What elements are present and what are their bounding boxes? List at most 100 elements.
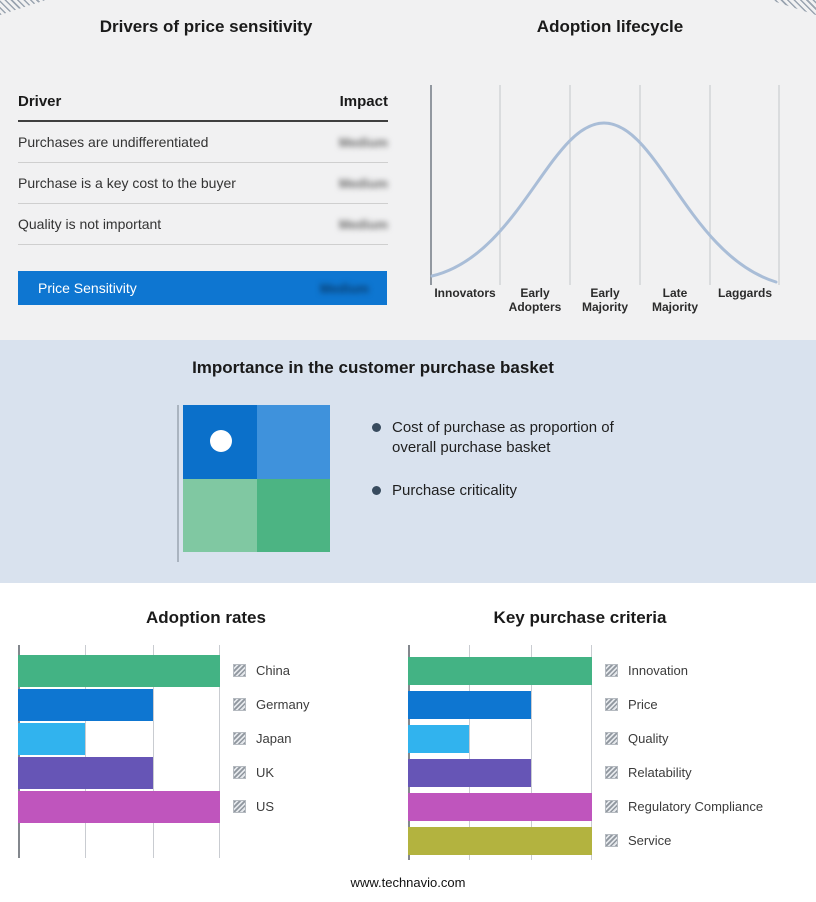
legend-item-price: Price [605,687,763,721]
basket-panel-title: Importance in the customer purchase bask… [192,358,554,377]
legend-swatch-icon [605,833,618,847]
quadrant-cell-bottom-right [256,478,330,552]
bar-uk [18,757,153,789]
stage-label-early-majority: Early Majority [581,286,628,314]
bar-price [408,691,531,719]
bar-row-us [18,790,220,824]
bullet-text: Purchase criticality [392,482,518,499]
bullet-text: Cost of purchase as proportion of overal… [392,419,614,456]
legend-label: Japan [256,730,292,746]
legend-label: Price [628,696,658,712]
gridline [218,645,220,858]
bullet-item: Cost of purchase as proportion of overal… [372,418,630,457]
bar-row-china [18,654,220,688]
adoption-lifecycle-chart: Innovators Early Adopters Early Majority La… [430,85,780,315]
bar-row-quality [408,722,592,756]
lifecycle-panel-title: Adoption lifecycle [536,17,684,36]
gridline [530,645,532,860]
legend-swatch-icon [605,765,618,779]
position-marker-dot [210,430,232,452]
driver-cell: Purchase is a key cost to the buyer [18,175,236,191]
legend-label: Relatability [628,764,692,780]
gridline [591,645,593,860]
drivers-table-header: Driver Impact [18,93,388,122]
bar-row-germany [18,688,220,722]
legend-swatch-icon [233,663,246,677]
legend-item-relatability: Relatability [605,755,763,789]
purchase-criteria-title: Key purchase criteria [493,608,667,627]
legend-item-us: US [233,789,309,823]
purchase-criteria-bars [408,645,592,858]
adoption-rates-title: Adoption rates [146,608,266,627]
price-sensitivity-summary-bar: Price Sensitivity Medium [18,271,387,305]
bar-innovation [408,657,592,685]
bar-service [408,827,592,855]
legend-label: Regulatory Compliance [628,798,764,814]
middle-band-background [0,340,816,583]
legend-item-quality: Quality [605,721,763,755]
driver-cell: Quality is not important [18,216,162,232]
bar-row-service [408,824,592,858]
legend-item-service: Service [605,823,763,857]
legend-swatch-icon [233,799,246,813]
stage-label-early-adopters: Early Adopters [508,286,562,314]
gridline [469,645,471,860]
legend-label: Quality [628,730,669,746]
bar-regulatory-compliance [408,793,592,821]
legend-item-china: China [233,653,309,687]
purchase-criteria-chart [408,645,593,860]
bar-germany [18,689,153,721]
bar-row-japan [18,722,220,756]
legend-swatch-icon [605,697,618,711]
purchase-basket-quadrant [183,405,330,552]
legend-label: UK [256,764,275,780]
table-row: Quality is not important Medium [18,204,388,245]
legend-item-germany: Germany [233,687,309,721]
legend-item-regulatory-compliance: Regulatory Compliance [605,789,763,823]
bar-us [18,791,220,823]
bar-row-regulatory-compliance [408,790,592,824]
legend-swatch-icon [233,765,246,779]
quadrant-cell-top-left [183,405,257,479]
legend-item-uk: UK [233,755,309,789]
bar-row-relatability [408,756,592,790]
legend-label: US [256,798,275,814]
quadrant-cell-bottom-left [183,478,257,552]
adoption-rates-bars [18,645,220,824]
price-sensitivity-impact-redacted: Medium [319,280,369,296]
legend-swatch-icon [605,799,618,813]
impact-cell-redacted: Medium [338,175,388,191]
legend-label: Innovation [628,662,688,678]
stage-label-innovators: Innovators [434,286,496,300]
legend-swatch-icon [605,663,618,677]
stage-label-late-majority: Late Majority [651,286,698,314]
stage-label-laggards: Laggards [717,286,772,300]
table-row: Purchases are undifferentiated Medium [18,122,388,163]
gridline [85,645,87,858]
gridline [152,645,154,858]
adoption-rates-chart [18,645,220,858]
legend-label: China [256,662,290,678]
bullet-item: Purchase criticality [372,481,630,501]
impact-cell-redacted: Medium [338,216,388,232]
legend-item-innovation: Innovation [605,653,763,687]
table-row: Purchase is a key cost to the buyer Medi… [18,163,388,204]
purchase-criteria-legend: Innovation Price Quality Relatability Regula… [605,653,763,857]
bar-relatability [408,759,531,787]
bullet-dot-icon [372,423,381,432]
lifecycle-stage-labels: Innovators Early Adopters Early Majority La… [430,286,780,315]
footer-url-link[interactable]: www.technavio.com [350,875,466,890]
bar-japan [18,723,86,755]
adoption-rates-legend: China Germany Japan UK US [233,653,309,823]
bar-row-innovation [408,654,592,688]
quadrant-cell-top-right [256,405,330,479]
basket-bullet-list: Cost of purchase as proportion of overal… [372,418,630,525]
bar-quality [408,725,470,753]
drivers-panel-title: Drivers of price sensitivity [99,17,313,36]
bell-curve-path [430,121,778,284]
quadrant-axis-line [177,405,179,562]
bar-row-price [408,688,592,722]
column-header-driver: Driver [18,93,62,110]
driver-cell: Purchases are undifferentiated [18,134,209,150]
